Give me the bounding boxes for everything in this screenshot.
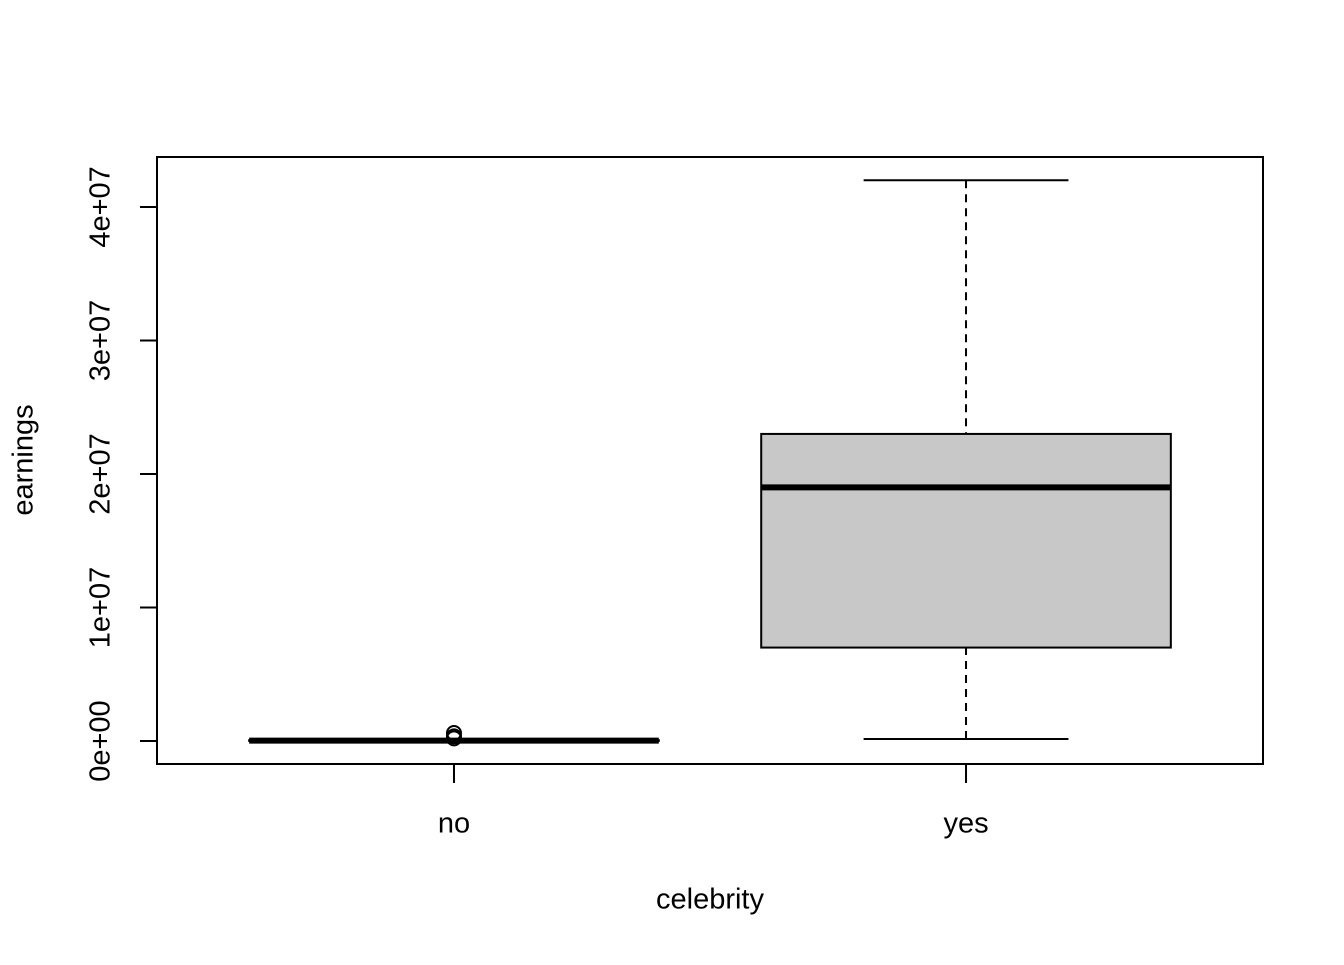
y-tick-label: 0e+00 bbox=[85, 700, 117, 781]
y-tick-label: 3e+07 bbox=[85, 300, 117, 381]
y-tick-label: 2e+07 bbox=[85, 433, 117, 514]
x-tick-label: yes bbox=[943, 808, 988, 840]
box bbox=[760, 432, 1172, 649]
y-tick-label: 1e+07 bbox=[85, 567, 117, 648]
x-axis-label: celebrity bbox=[656, 884, 764, 916]
x-tick-label: no bbox=[438, 808, 470, 840]
outlier bbox=[445, 725, 462, 742]
y-tick-label: 4e+07 bbox=[85, 166, 117, 247]
plot-frame bbox=[156, 156, 1264, 765]
y-axis-label: earnings bbox=[8, 404, 40, 515]
